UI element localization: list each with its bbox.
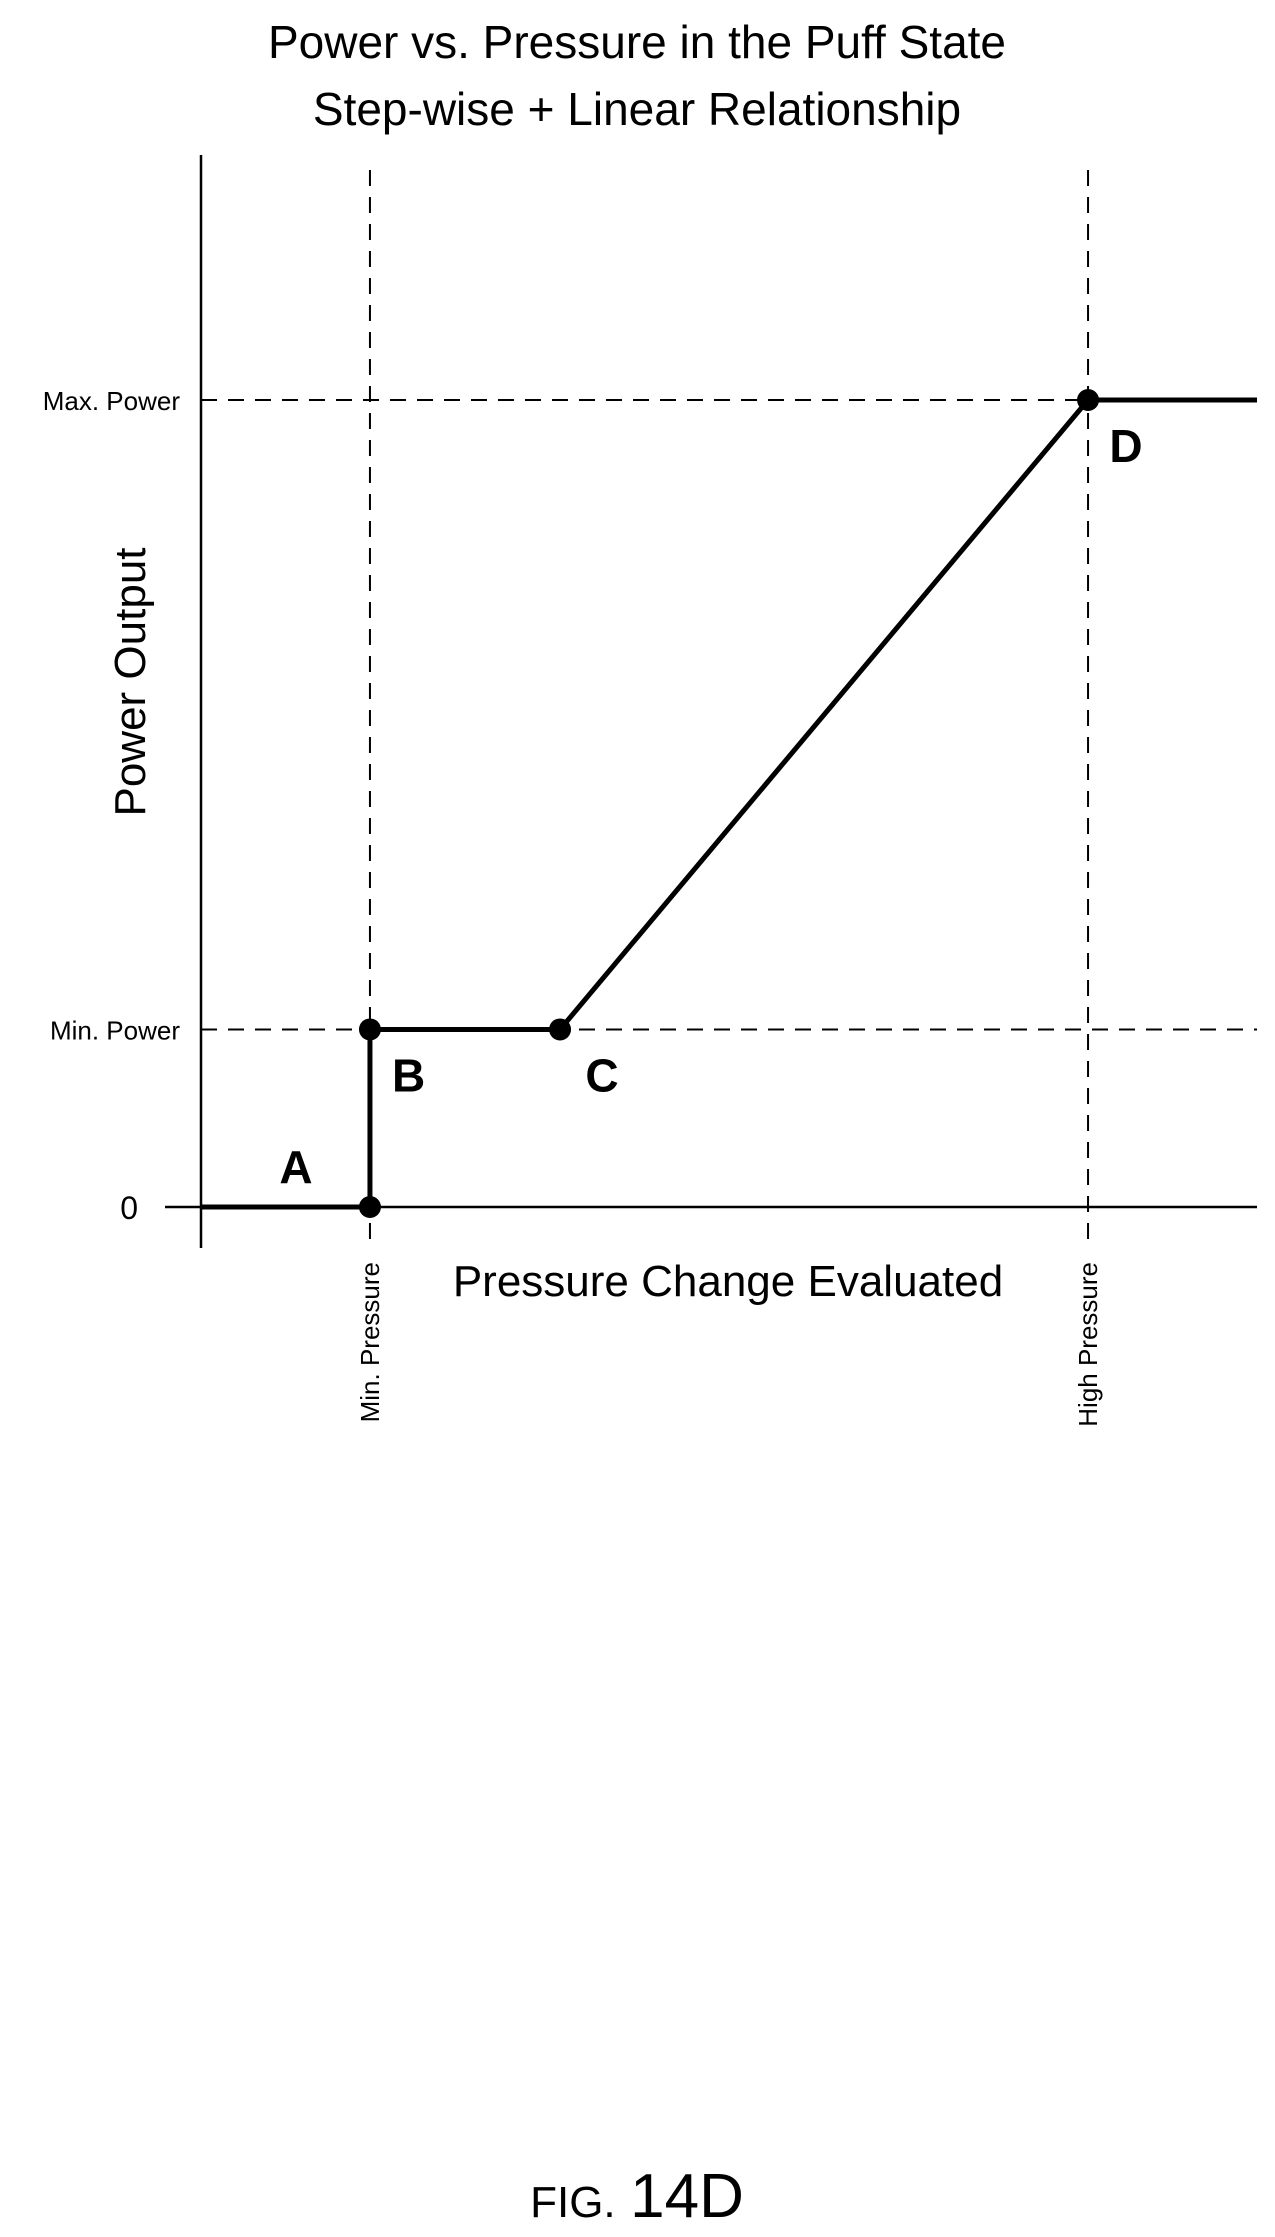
point-label-b: B [392,1049,425,1101]
labels-group: A B C D 0 Min. Power Max. Power Min. Pressure Hi… [43,386,1143,1427]
figure-prefix: FIG. [530,2178,616,2227]
data-point-0 [358,1196,381,1218]
point-label-d: D [1109,420,1142,472]
data-point-1 [358,1018,381,1041]
y-tick-label-1: Min. Power [50,1015,180,1045]
series-group [201,397,1257,1210]
series-line-0 [201,397,1257,1210]
figure-label: FIG. 14D [530,2162,744,2231]
y-tick-label-0: 0 [120,1190,138,1226]
data-point-3 [1077,389,1100,411]
axes [165,155,1257,1248]
figure-number: 14D [630,2162,744,2231]
markers-group [358,389,1100,1218]
point-label-c: C [585,1049,618,1101]
data-point-2 [549,1018,572,1041]
x-tick-label-0: Min. Pressure [355,1262,385,1422]
x-axis-title: Pressure Change Evaluated [453,1257,1003,1306]
point-label-a: A [279,1141,312,1193]
reference-lines [201,170,1257,1245]
y-tick-label-2: Max. Power [43,386,181,416]
chart-title: Power vs. Pressure in the Puff State [268,16,1006,68]
chart-subtitle: Step-wise + Linear Relationship [313,83,961,135]
x-tick-label-1: High Pressure [1073,1262,1103,1427]
y-axis-title: Power Output [106,547,155,816]
